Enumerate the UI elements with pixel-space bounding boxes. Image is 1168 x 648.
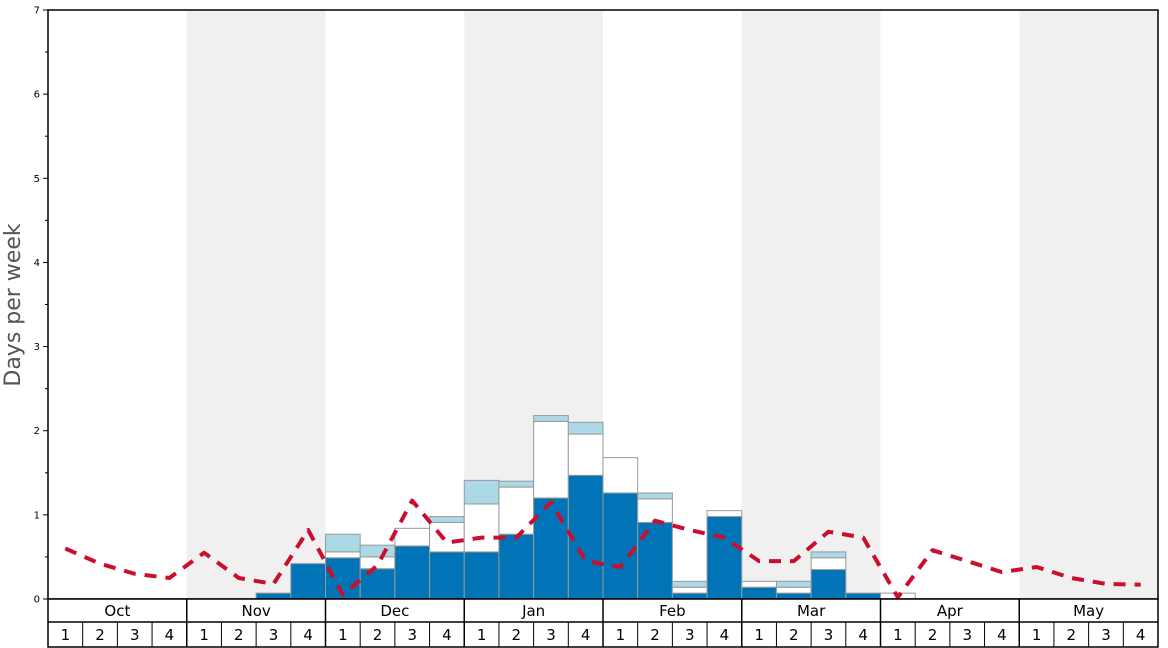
y-tick-label: 6 <box>34 90 40 101</box>
month-label-oct: Oct <box>104 602 130 620</box>
week-label: 1 <box>893 626 903 644</box>
week-label: 2 <box>373 626 383 644</box>
bar-segment-light <box>359 544 396 558</box>
month-label-nov: Nov <box>241 602 270 620</box>
week-label: 2 <box>1067 626 1077 644</box>
month-band-nov <box>186 10 326 599</box>
bar-segment-light <box>463 479 500 505</box>
bar-segment-light <box>429 516 465 523</box>
bar-segment-dark <box>463 551 500 600</box>
bar-segment-white <box>671 586 708 594</box>
week-label: 1 <box>61 626 71 644</box>
bar-segment-light <box>533 415 569 422</box>
bar-segment-dark <box>290 563 326 600</box>
y-tick-label: 4 <box>34 258 40 269</box>
bar-segment-dark <box>741 586 777 600</box>
bar-segment-white <box>325 551 361 559</box>
bar-series <box>255 415 916 600</box>
bar-segment-white <box>533 420 569 499</box>
bar-segment-light <box>567 421 604 435</box>
week-label: 4 <box>442 626 452 644</box>
bar-segment-dark <box>706 516 743 600</box>
bar-segment-white <box>394 527 431 547</box>
bar-segment-dark <box>359 568 396 600</box>
week-label: 3 <box>1101 626 1111 644</box>
y-tick-label: 7 <box>34 6 40 17</box>
bar-segment-dark <box>602 492 639 600</box>
week-label: 4 <box>720 626 730 644</box>
month-band-may <box>1019 10 1158 599</box>
y-axis-label: Days per week <box>1 223 26 386</box>
bar-segment-light <box>325 533 361 553</box>
week-label: 2 <box>789 626 799 644</box>
bar-segment-dark <box>845 592 881 600</box>
bar-segment-dark <box>567 474 604 600</box>
week-label: 4 <box>1136 626 1146 644</box>
bar-segment-dark <box>429 551 465 600</box>
y-tick-label: 5 <box>34 174 40 185</box>
bar-segment-light <box>671 580 708 588</box>
week-label: 1 <box>477 626 487 644</box>
line-series <box>64 498 1141 600</box>
dashed-line <box>64 498 1141 600</box>
week-label: 2 <box>512 626 522 644</box>
month-shading-bands <box>186 10 1158 599</box>
week-label: 4 <box>581 626 591 644</box>
y-tick-label: 0 <box>34 595 40 606</box>
week-label: 2 <box>95 626 105 644</box>
bar-segment-light <box>498 480 535 488</box>
month-label-jan: Jan <box>521 602 545 620</box>
bar-segment-dark <box>394 545 431 600</box>
bar-segment-white <box>810 557 847 571</box>
month-label-dec: Dec <box>380 602 409 620</box>
bar-segment-dark <box>671 592 708 600</box>
week-label: 4 <box>303 626 313 644</box>
bar-segment-white <box>498 486 535 535</box>
week-label: 1 <box>754 626 764 644</box>
x-axis-month-week-table: Oct 1 2 3 4 Nov 1 2 3 4 Dec 1 2 3 4 Jan 1 2 3 4 Feb 1 2 3 4 Mar 1 2… <box>47 598 1159 648</box>
week-label: 4 <box>997 626 1007 644</box>
week-label: 2 <box>234 626 244 644</box>
y-tick-label: 2 <box>34 426 40 437</box>
week-label: 3 <box>824 626 834 644</box>
month-label-apr: Apr <box>937 602 964 620</box>
bar-segment-white <box>567 433 604 476</box>
week-label: 1 <box>1032 626 1042 644</box>
bar-segment-dark <box>255 592 292 600</box>
week-label: 1 <box>616 626 626 644</box>
week-label: 3 <box>546 626 556 644</box>
bar-segment-white <box>706 510 743 518</box>
week-label: 3 <box>407 626 417 644</box>
month-label-may: May <box>1073 602 1104 620</box>
week-label: 3 <box>962 626 972 644</box>
week-label: 4 <box>165 626 175 644</box>
y-tick-label: 1 <box>34 510 40 521</box>
week-label: 3 <box>685 626 695 644</box>
month-label-feb: Feb <box>659 602 686 620</box>
month-label-mar: Mar <box>797 602 826 620</box>
week-label: 1 <box>199 626 209 644</box>
bar-segment-white <box>359 556 396 570</box>
week-label: 2 <box>650 626 660 644</box>
bar-segment-dark <box>498 533 535 600</box>
month-band-mar <box>741 10 881 599</box>
bar-segment-white <box>429 521 465 553</box>
week-label: 3 <box>130 626 140 644</box>
week-label: 1 <box>338 626 348 644</box>
bar-segment-light <box>775 580 812 588</box>
bar-segment-light <box>637 492 673 500</box>
week-label: 4 <box>858 626 868 644</box>
bar-segment-white <box>741 580 777 588</box>
bar-segment-white <box>463 503 500 553</box>
bar-segment-dark <box>533 497 569 600</box>
bar-segment-white <box>775 586 812 594</box>
week-label: 3 <box>269 626 279 644</box>
week-label: 2 <box>928 626 938 644</box>
bar-segment-white <box>602 457 639 494</box>
y-tick-label: 3 <box>34 342 40 353</box>
bar-segment-dark <box>775 592 812 600</box>
bar-segment-dark <box>810 569 847 600</box>
bar-segment-light <box>810 551 847 559</box>
